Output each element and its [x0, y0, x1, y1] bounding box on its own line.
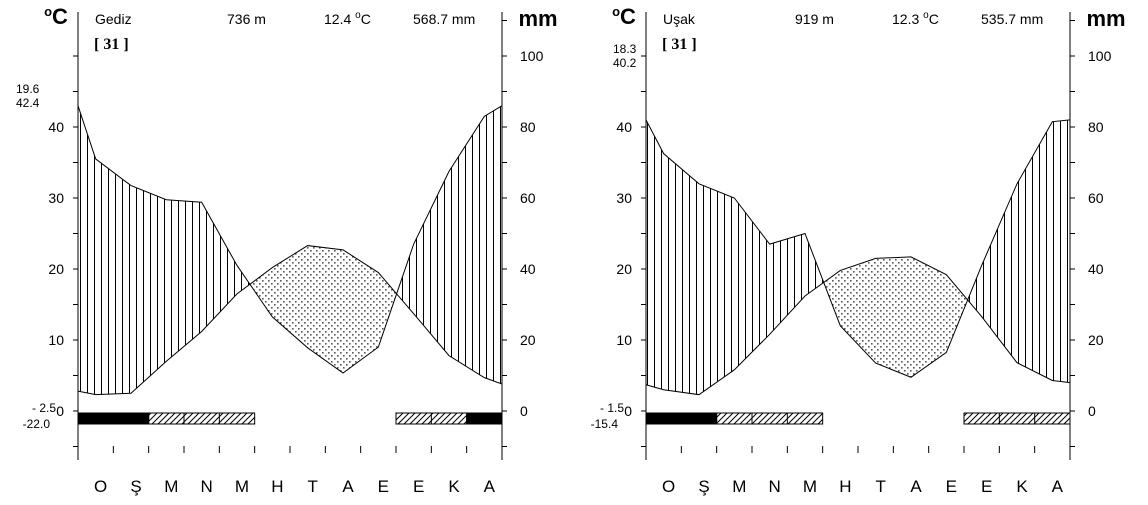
min-temp-label: - 2.5: [32, 401, 56, 415]
temp-unit-letter: C: [52, 4, 68, 29]
precip-tick-label: 80: [1088, 119, 1104, 135]
precip-tick-label: 80: [520, 119, 536, 135]
month-label: H: [271, 477, 283, 496]
month-label: O: [662, 477, 675, 496]
station-altitude: 736 m: [227, 11, 266, 27]
month-label: Ş: [698, 477, 709, 496]
precip-tick-label: 40: [520, 261, 536, 277]
month-label: M: [803, 477, 817, 496]
mean-temp-unit: C: [361, 11, 371, 27]
humid-period-area: [78, 105, 250, 395]
reference-label: [ 31 ]: [94, 36, 129, 53]
precip-tick-label: 60: [1088, 190, 1104, 206]
temp-tick-label: 10: [616, 332, 632, 348]
frost-probable-block: [963, 412, 1071, 425]
annual-precipitation: 568.7 mm: [413, 11, 475, 27]
min-temp-label: - 1.5: [600, 401, 624, 415]
humid-period-area: [646, 119, 824, 395]
month-label: H: [839, 477, 851, 496]
precip-tick-label: 0: [1088, 403, 1096, 419]
temp-tick-label: 40: [616, 119, 632, 135]
temp-unit-letter: C: [620, 4, 636, 29]
temp-tick-label: 0: [56, 403, 64, 419]
arid-period-area: [823, 256, 968, 378]
frost-bar-bg: [646, 413, 1070, 424]
month-label: A: [910, 477, 922, 496]
month-label: N: [769, 477, 781, 496]
precip-tick-label: 0: [520, 403, 528, 419]
climate-diagram-2: 0 10 20 30 40 0 20 40 60 80 100 O Ş M N M H T A E E K AoC mm Uşa…: [591, 4, 1126, 496]
month-label: M: [235, 477, 249, 496]
month-label: E: [946, 477, 957, 496]
precip-unit-label: mm: [518, 6, 557, 31]
frost-probable-block: [148, 412, 256, 425]
temp-tick-label: 40: [48, 119, 64, 135]
month-label: E: [378, 477, 389, 496]
abs-max-temp-label: 40.2: [613, 56, 637, 70]
month-label: O: [94, 477, 107, 496]
precipitation-curve: [645, 119, 1071, 378]
climate-diagram-1: 0 10 20 30 40 0 20 40 60 80 100 O Ş M N M H T A E E K AoC mm Ged…: [16, 4, 558, 496]
temperature-curve: [77, 245, 503, 396]
humid-period-area: [396, 105, 502, 385]
temp-tick-label: 10: [48, 332, 64, 348]
mean-temp-unit: C: [929, 11, 939, 27]
temp-unit-label: oC: [612, 4, 636, 29]
abs-max-temp-label: 42.4: [16, 96, 40, 110]
month-label: K: [448, 477, 460, 496]
precip-tick-label: 60: [520, 190, 536, 206]
temp-tick-label: 20: [48, 261, 64, 277]
precip-unit-label: mm: [1086, 6, 1125, 31]
precip-tick-label: 100: [520, 48, 544, 64]
station-name: Gediz: [95, 11, 132, 27]
station-altitude: 919 m: [795, 11, 834, 27]
month-label: E: [413, 477, 424, 496]
month-label: Ş: [130, 477, 141, 496]
precip-tick-label: 20: [1088, 332, 1104, 348]
frost-certain-block: [466, 412, 503, 425]
precip-tick-label: 100: [1088, 48, 1112, 64]
annual-precipitation: 535.7 mm: [981, 11, 1043, 27]
temp-tick-label: 20: [616, 261, 632, 277]
month-label: T: [875, 477, 885, 496]
frost-probable-block: [716, 412, 824, 425]
frost-bar-bg: [78, 413, 502, 424]
humid-period-area: [967, 119, 1070, 383]
month-label: M: [164, 477, 178, 496]
precip-tick-label: 40: [1088, 261, 1104, 277]
max-temp-label: 18.3: [613, 42, 637, 56]
frost-certain-block: [645, 412, 718, 425]
temperature-curve: [645, 256, 1071, 396]
temp-unit-label: oC: [44, 4, 68, 29]
precip-tick-label: 20: [520, 332, 536, 348]
temp-tick-label: 0: [624, 403, 632, 419]
temp-tick-label: 30: [48, 190, 64, 206]
mean-temperature: 12.3 oC: [892, 10, 939, 27]
arid-period-area: [249, 245, 397, 374]
month-label: M: [732, 477, 746, 496]
month-label: A: [484, 477, 496, 496]
month-label: A: [342, 477, 354, 496]
station-name: Uşak: [663, 11, 696, 27]
reference-label: [ 31 ]: [662, 36, 697, 53]
max-temp-label: 19.6: [16, 82, 40, 96]
abs-min-temp-label: -22.0: [23, 417, 51, 431]
abs-min-temp-label: -15.4: [591, 417, 619, 431]
month-label: A: [1052, 477, 1064, 496]
month-label: T: [307, 477, 317, 496]
month-label: N: [201, 477, 213, 496]
temp-tick-label: 30: [616, 190, 632, 206]
month-label: E: [981, 477, 992, 496]
precipitation-curve: [77, 105, 503, 374]
mean-temperature: 12.4 oC: [324, 10, 371, 27]
month-label: K: [1016, 477, 1028, 496]
frost-certain-block: [77, 412, 150, 425]
